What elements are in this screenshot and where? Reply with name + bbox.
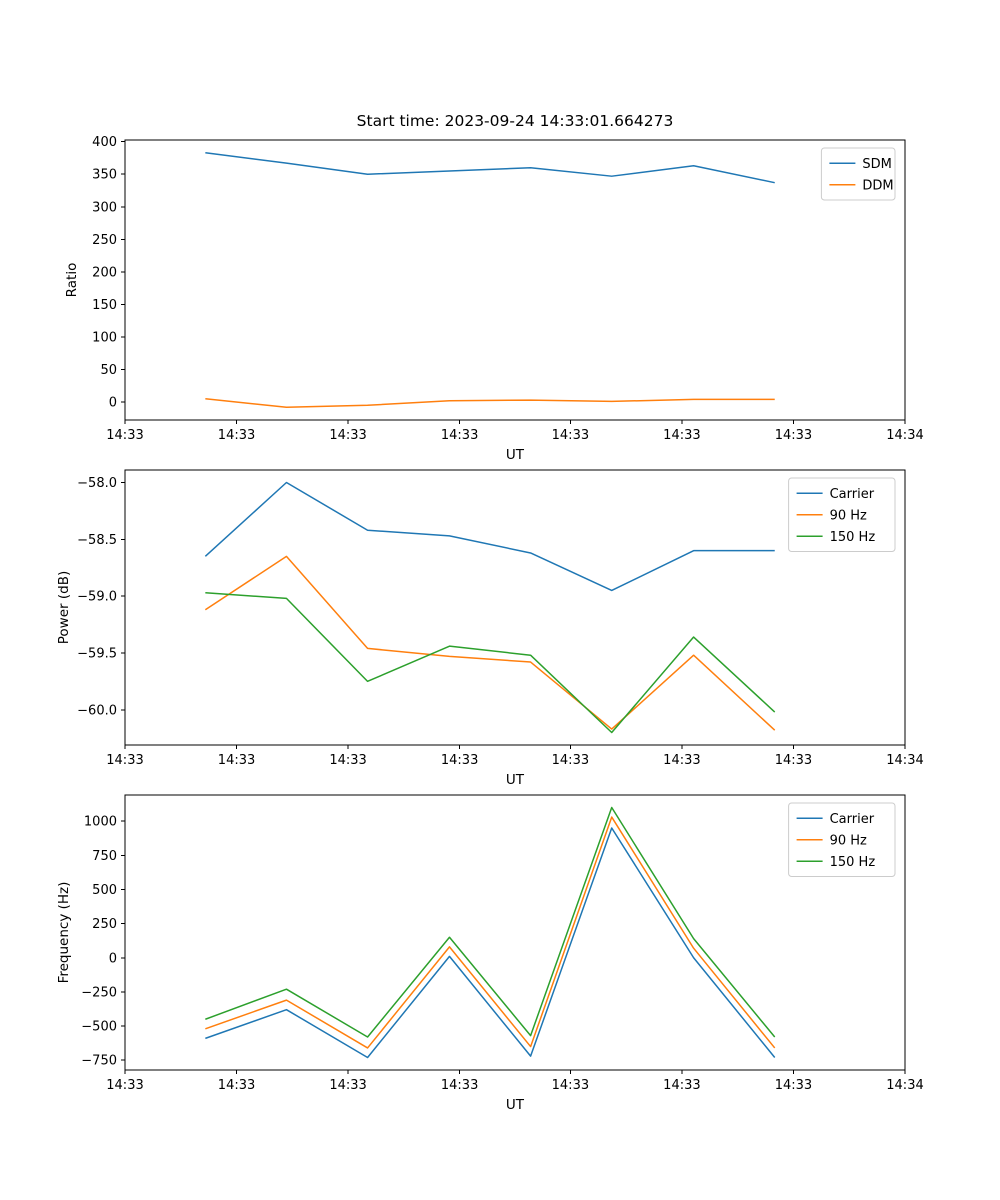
plot-frame [124, 139, 906, 421]
x-tick-label: 14:33 [329, 1078, 366, 1093]
legend-label: Carrier [830, 487, 875, 502]
y-axis-label: Power (dB) [56, 571, 72, 644]
y-tick-label: 0 [109, 951, 117, 966]
x-tick-label: 14:33 [775, 1078, 812, 1093]
series-line-sdm [205, 152, 775, 184]
legend-label: 90 Hz [830, 508, 867, 523]
legend-label: 90 Hz [830, 833, 867, 848]
y-tick-label: 0 [109, 396, 117, 411]
x-tick-label: 14:34 [886, 1078, 923, 1093]
y-axis-label: Frequency (Hz) [56, 882, 72, 984]
y-tick-label: 750 [92, 849, 117, 864]
series-line-carrier [204, 481, 775, 592]
legend-label: DDM [862, 178, 893, 193]
legend-box [820, 147, 896, 201]
series-line-carrier [205, 827, 776, 1059]
x-tick-label: 14:33 [663, 753, 700, 768]
legend-box [788, 477, 896, 552]
x-tick-label: 14:33 [329, 428, 366, 443]
plot-frame [124, 794, 906, 1071]
x-tick-label: 14:33 [663, 1078, 700, 1093]
x-tick-label: 14:33 [663, 428, 700, 443]
series-line-ddm [205, 398, 775, 408]
y-tick-label: 50 [100, 363, 117, 378]
y-tick-label: −59.0 [77, 590, 117, 605]
y-tick-label: −60.0 [77, 703, 117, 718]
figure-title: Start time: 2023-09-24 14:33:01.664273 [356, 112, 674, 130]
x-tick-label: 14:34 [886, 753, 923, 768]
x-axis-label: UT [506, 772, 525, 788]
x-tick-label: 14:33 [552, 753, 589, 768]
series-line-90-hz [205, 816, 776, 1049]
x-tick-label: 14:33 [106, 428, 143, 443]
x-tick-label: 14:33 [441, 428, 478, 443]
x-tick-label: 14:34 [886, 428, 923, 443]
x-tick-label: 14:33 [106, 1078, 143, 1093]
legend-box [788, 802, 896, 877]
y-tick-label: −58.0 [77, 476, 117, 491]
legend-label: SDM [862, 157, 891, 172]
x-tick-label: 14:33 [106, 753, 143, 768]
x-tick-label: 14:33 [441, 753, 478, 768]
series-line-90-hz [204, 555, 776, 731]
x-tick-label: 14:33 [441, 1078, 478, 1093]
y-tick-label: 150 [92, 298, 117, 313]
y-tick-label: 300 [92, 200, 117, 215]
y-axis-label: Ratio [64, 263, 80, 298]
y-tick-label: 100 [92, 330, 117, 345]
series-line-150-hz [205, 806, 776, 1038]
y-tick-label: −58.5 [77, 533, 117, 548]
y-tick-label: 250 [92, 233, 117, 248]
x-tick-label: 14:33 [329, 753, 366, 768]
x-tick-label: 14:33 [552, 1078, 589, 1093]
y-tick-label: −250 [81, 985, 117, 1000]
y-tick-label: 350 [92, 168, 117, 183]
legend-label: Carrier [830, 812, 875, 827]
legend-label: 150 Hz [830, 855, 876, 870]
y-tick-label: 1000 [84, 815, 117, 830]
x-tick-label: 14:33 [218, 428, 255, 443]
x-tick-label: 14:33 [775, 428, 812, 443]
x-tick-label: 14:33 [775, 753, 812, 768]
ratio-plot: 14:33 14:33 14:33 14:33 14:33 14:33 14:33 14:34… [64, 135, 924, 463]
y-tick-label: −500 [81, 1020, 117, 1035]
plot-frame [124, 469, 906, 746]
x-tick-label: 14:33 [218, 1078, 255, 1093]
y-tick-label: 500 [92, 883, 117, 898]
frequency-plot: 14:33 14:33 14:33 14:33 14:33 14:33 14:33 14:34… [56, 794, 924, 1113]
series-line-150-hz [205, 591, 776, 734]
y-tick-label: 250 [92, 917, 117, 932]
legend-label: 150 Hz [830, 530, 876, 545]
y-tick-label: −59.5 [77, 646, 117, 661]
x-tick-label: 14:33 [552, 428, 589, 443]
y-tick-label: 200 [92, 265, 117, 280]
y-tick-label: −750 [81, 1054, 117, 1069]
x-axis-label: UT [506, 1097, 525, 1113]
x-axis-label: UT [506, 447, 525, 463]
power-plot: 14:33 14:33 14:33 14:33 14:33 14:33 14:33 14:34… [56, 469, 924, 788]
x-tick-label: 14:33 [218, 753, 255, 768]
y-tick-label: 400 [92, 135, 117, 150]
